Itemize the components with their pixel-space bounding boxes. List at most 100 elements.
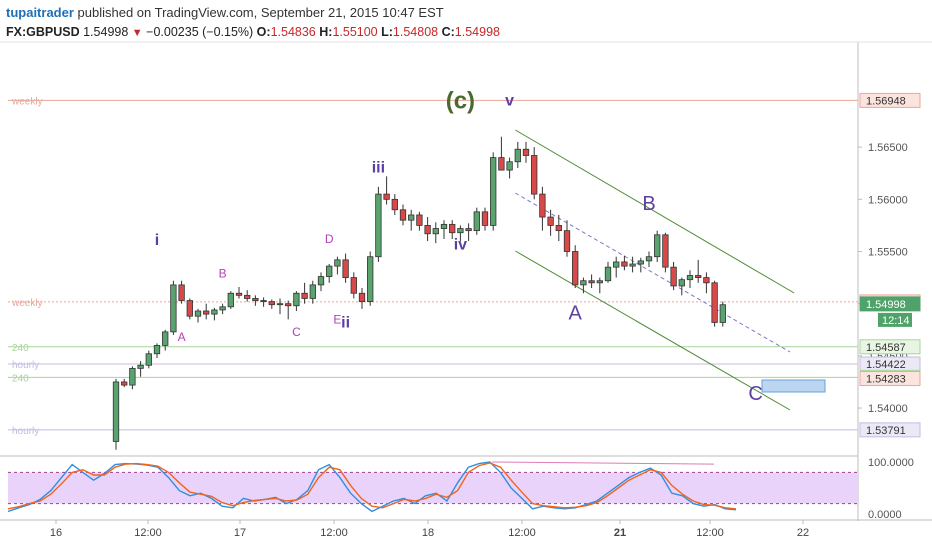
candle <box>317 272 325 292</box>
candle-body <box>334 259 341 267</box>
candle-body <box>637 260 644 265</box>
symbol-name[interactable]: FX:GBPUSD <box>6 25 80 39</box>
x-tick-time: 12:00 <box>696 527 724 539</box>
countdown-box <box>878 312 912 327</box>
wave-label: A <box>569 302 583 324</box>
candle-body <box>678 279 685 287</box>
x-tick-time: 12:00 <box>320 527 348 539</box>
candle-body <box>563 230 571 252</box>
candle-body <box>596 280 603 284</box>
countdown-text: 12:14 <box>882 315 910 327</box>
candle-body <box>547 216 554 226</box>
candle <box>506 157 513 179</box>
candle <box>645 251 653 268</box>
candle-body <box>621 261 628 267</box>
channel-mid-line <box>515 192 791 353</box>
candle-body <box>531 155 538 195</box>
candle <box>276 298 284 315</box>
candle-body <box>219 306 226 311</box>
candle-body <box>170 284 177 333</box>
candle <box>440 220 448 239</box>
candle-body <box>473 211 480 232</box>
price-axis-label-box <box>859 296 921 312</box>
candle-body <box>268 301 275 306</box>
candle <box>490 152 497 231</box>
divergence-line <box>491 461 715 465</box>
candle-body <box>695 275 702 278</box>
candle-body <box>572 251 579 286</box>
candle <box>121 378 128 388</box>
price-axis-label-text: 1.54587 <box>866 342 906 354</box>
candle-body <box>211 309 218 315</box>
candle-body <box>449 223 456 234</box>
candle <box>670 261 677 291</box>
price-change: −0.00235 (−0.15%) <box>146 25 254 39</box>
candle <box>522 141 530 163</box>
price-axis-label-text: 1.53791 <box>866 425 906 437</box>
y-tick-label: 1.54000 <box>868 403 908 415</box>
candle <box>408 209 415 231</box>
candle-body <box>662 234 669 268</box>
candle-body <box>383 193 390 200</box>
level-line-label: 240 <box>12 343 29 354</box>
candle <box>145 350 152 369</box>
candle-body <box>539 193 546 218</box>
open-label: O: <box>256 25 271 39</box>
candle <box>285 300 292 320</box>
candle <box>186 298 193 320</box>
candle-body <box>162 331 169 346</box>
price-axis-label: 1.53791 <box>859 422 921 438</box>
candle <box>481 207 489 231</box>
candle <box>293 291 300 311</box>
y-tick-label: 1.55500 <box>868 247 908 259</box>
channel-upper-line <box>515 129 795 294</box>
countdown-label: 12:14 <box>878 312 912 327</box>
candle-body <box>252 298 259 301</box>
x-tick-day: 18 <box>422 527 434 539</box>
candle <box>711 280 718 327</box>
candle <box>268 299 275 309</box>
price-axis-label: 1.54587 <box>859 339 921 355</box>
candle-body <box>391 198 398 211</box>
chart-header: tupaitrader published on TradingView.com… <box>6 4 926 42</box>
candle <box>604 261 612 283</box>
candle <box>342 253 349 283</box>
candle <box>473 207 480 235</box>
wave-label: D <box>325 232 334 246</box>
level-line-label: weekly <box>11 96 43 107</box>
candle-body <box>719 304 726 323</box>
candle <box>399 204 407 226</box>
candle-body <box>399 209 407 221</box>
author-link[interactable]: tupaitrader <box>6 5 74 20</box>
candle <box>358 288 366 309</box>
target-zone-box <box>761 379 826 393</box>
candle-body <box>178 284 185 301</box>
candle-body <box>121 381 128 386</box>
wave-label: v <box>505 92 514 109</box>
candle-body <box>260 300 267 302</box>
candle-body <box>129 367 136 386</box>
price-axis-label: 1.54998 <box>859 296 921 312</box>
candle-body <box>408 214 415 221</box>
x-tick-day: 21 <box>614 527 626 539</box>
candle-body <box>465 228 472 232</box>
price-axis-label-box <box>859 422 921 438</box>
candle-body <box>703 277 710 284</box>
candle <box>654 230 661 262</box>
candle-body <box>440 223 448 229</box>
candle-body <box>522 148 530 156</box>
candle <box>219 303 226 315</box>
x-tick-time: 12:00 <box>508 527 536 539</box>
candle-body <box>227 292 234 308</box>
wave-label: C <box>748 383 762 405</box>
candle <box>326 264 333 283</box>
wave-label: ii <box>341 315 350 332</box>
candle <box>162 329 169 351</box>
level-line-label: hourly <box>12 360 39 371</box>
level-line-label: 240 <box>12 373 29 384</box>
candle <box>629 256 636 273</box>
wave-label: C <box>292 325 301 339</box>
high-value: 1.55100 <box>332 25 378 39</box>
symbol-line: FX:GBPUSD 1.54998 ▼ −0.00235 (−0.15%) O:… <box>6 23 926 42</box>
